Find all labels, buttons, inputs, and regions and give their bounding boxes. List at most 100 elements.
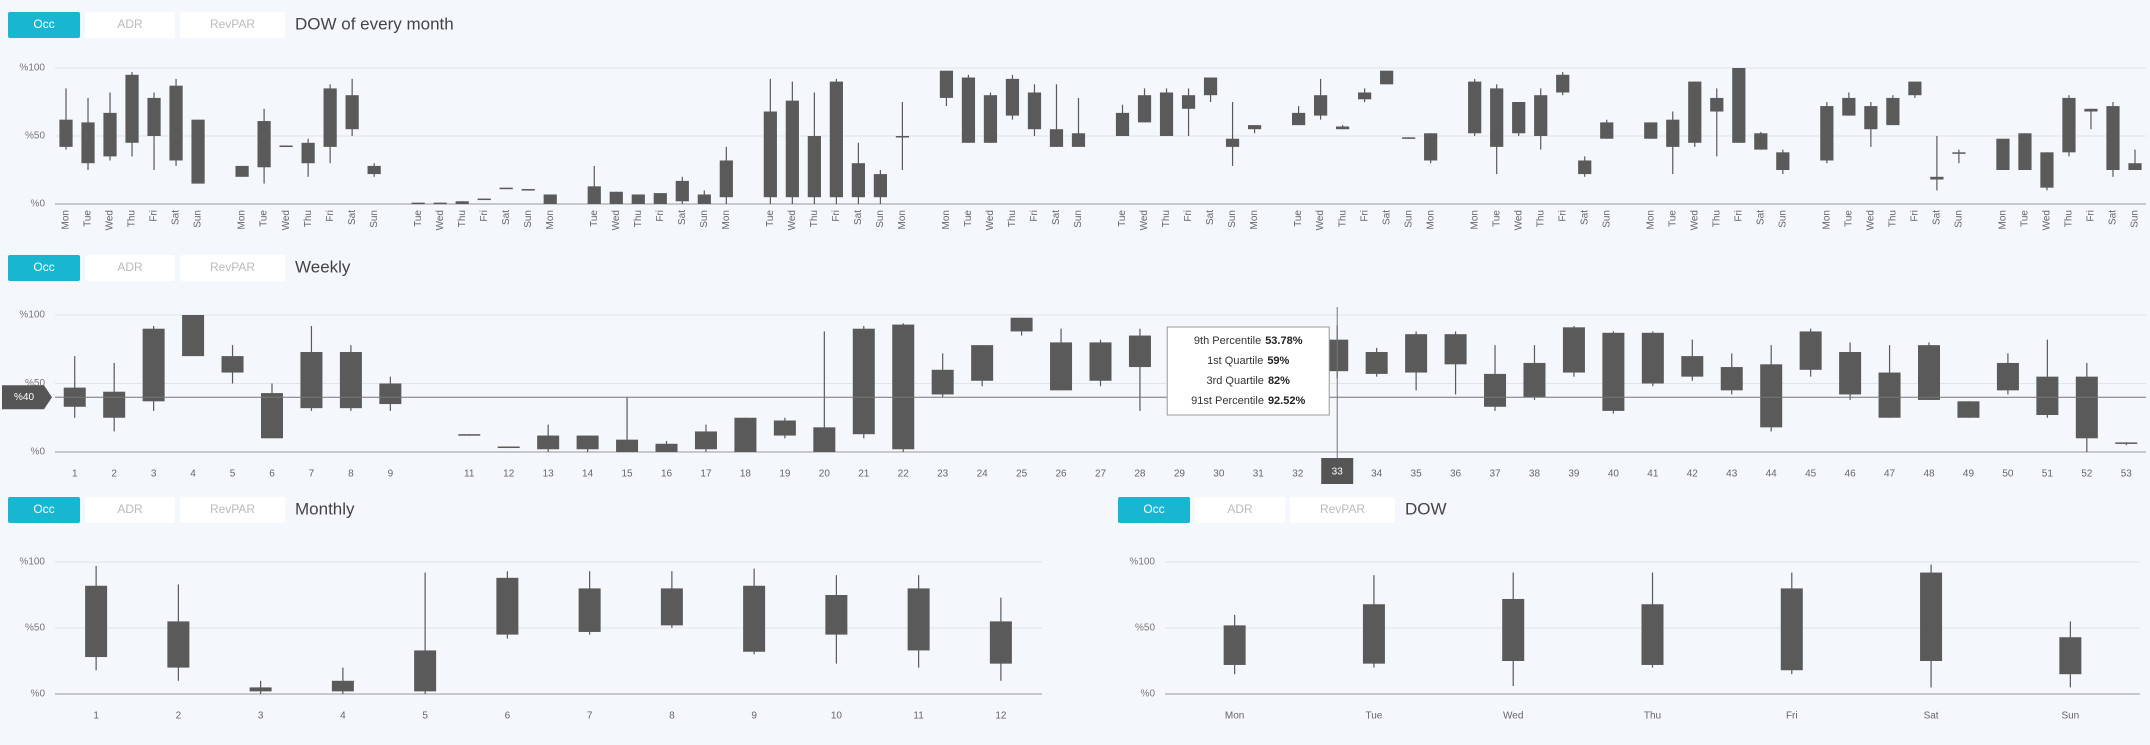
x-tick-label: Tue	[1293, 210, 1304, 227]
x-tick-label: 1	[93, 711, 99, 722]
x-tick-label: 12	[995, 711, 1007, 722]
tab[interactable]	[8, 497, 80, 523]
tab[interactable]	[8, 255, 80, 281]
box	[2040, 152, 2054, 188]
box	[576, 435, 599, 450]
y-tick-label: %100	[19, 557, 45, 568]
x-tick-label: Thu	[1007, 210, 1018, 227]
tab-label[interactable]: RevPAR	[210, 260, 255, 274]
x-tick-label: Tue	[259, 210, 270, 227]
box	[587, 186, 601, 204]
box	[300, 351, 323, 409]
box	[1314, 95, 1328, 116]
box	[989, 621, 1012, 664]
box	[1128, 335, 1151, 368]
box	[235, 165, 249, 177]
x-tick-label: Sun	[699, 210, 710, 228]
box	[2075, 376, 2098, 439]
tab[interactable]	[85, 12, 175, 38]
box	[1362, 604, 1385, 664]
tab[interactable]	[180, 497, 285, 523]
box	[2036, 376, 2059, 416]
box	[1957, 401, 1980, 418]
box	[939, 70, 954, 98]
tab-label[interactable]: ADR	[117, 502, 143, 516]
x-tick-label: 45	[1805, 469, 1817, 480]
box	[1358, 92, 1372, 100]
x-tick-label: 30	[1213, 469, 1225, 480]
x-tick-label: Mon	[1425, 210, 1436, 229]
x-tick-label: Wed	[985, 210, 996, 230]
x-tick-label: Thu	[1711, 210, 1722, 227]
box	[103, 112, 117, 157]
box	[59, 119, 73, 147]
box	[773, 420, 796, 436]
tab[interactable]	[1118, 497, 1190, 523]
box	[1600, 122, 1614, 139]
box	[1405, 334, 1428, 373]
box	[1137, 95, 1152, 123]
tab-label[interactable]: RevPAR	[210, 17, 255, 31]
crosshair-x-box	[1321, 458, 1354, 484]
box	[785, 100, 799, 198]
x-tick-label: Sun	[875, 210, 886, 228]
x-tick-label: 22	[898, 469, 910, 480]
box	[971, 345, 994, 381]
x-tick-label: 26	[1055, 469, 1067, 480]
x-tick-label: 28	[1134, 469, 1146, 480]
box	[1996, 362, 2019, 391]
box	[743, 585, 766, 652]
tab-label[interactable]: Occ	[33, 260, 54, 274]
x-tick-label: Wed	[2042, 210, 2053, 230]
x-tick-label: 21	[858, 469, 870, 480]
tab-label[interactable]: Occ	[33, 17, 54, 31]
tab-label[interactable]: ADR	[117, 260, 143, 274]
x-tick-label: 39	[1568, 469, 1580, 480]
tab-label[interactable]: ADR	[1227, 502, 1253, 516]
tab[interactable]	[180, 12, 285, 38]
x-tick-label: 51	[2042, 469, 2054, 480]
box	[825, 595, 848, 635]
box	[1402, 137, 1416, 139]
box	[331, 680, 354, 692]
box	[1159, 92, 1174, 136]
tab-label[interactable]: RevPAR	[210, 502, 255, 516]
tab[interactable]	[1290, 497, 1395, 523]
tab[interactable]	[1195, 497, 1285, 523]
x-tick-label: Mon	[545, 210, 556, 229]
x-tick-label: Tue	[1491, 210, 1502, 227]
box	[895, 136, 910, 138]
x-tick-label: 42	[1687, 469, 1699, 480]
x-tick-label: 32	[1292, 469, 1304, 480]
box	[279, 145, 293, 148]
box	[2018, 133, 2032, 170]
x-tick-label: 12	[503, 469, 515, 480]
x-tick-label: Sun	[1954, 210, 1965, 228]
x-tick-label: Mon	[61, 210, 72, 229]
tab[interactable]	[8, 12, 80, 38]
box	[1490, 88, 1504, 147]
tab-label[interactable]: Occ	[33, 502, 54, 516]
x-tick-label: 2	[176, 711, 182, 722]
tab-label[interactable]: ADR	[117, 17, 143, 31]
box	[191, 119, 205, 184]
tooltip-label: 1st Quartile	[1207, 355, 1263, 367]
x-tick-label: 49	[1963, 469, 1975, 480]
tab-label[interactable]: Occ	[1143, 502, 1164, 516]
x-tick-label: Fri	[831, 210, 842, 222]
box	[807, 136, 821, 198]
tab[interactable]	[85, 497, 175, 523]
x-tick-label: 50	[2002, 469, 2014, 480]
tab-label[interactable]: RevPAR	[1320, 502, 1365, 516]
tab[interactable]	[180, 255, 285, 281]
x-tick-label: Wed	[1513, 210, 1524, 230]
x-tick-label: Sat	[171, 210, 182, 225]
box	[142, 328, 165, 402]
box	[1225, 138, 1240, 147]
box	[1681, 356, 1704, 377]
x-tick-label: 10	[831, 711, 843, 722]
x-tick-label: Fri	[1557, 210, 1568, 222]
x-tick-label: 41	[1647, 469, 1659, 480]
x-tick-label: Thu	[303, 210, 314, 227]
tab[interactable]	[85, 255, 175, 281]
